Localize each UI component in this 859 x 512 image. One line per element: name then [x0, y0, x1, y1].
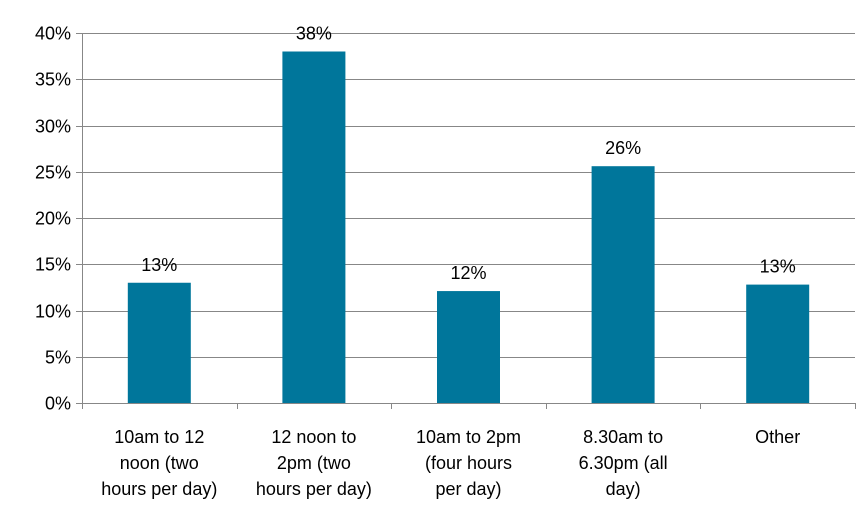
data-label: 26%	[605, 138, 641, 158]
x-category-label-line: (four hours	[425, 453, 512, 473]
data-label: 13%	[141, 255, 177, 275]
x-category-label-line: day)	[606, 479, 641, 499]
x-category-label: 10am to 2pm (four hours per day)	[416, 427, 521, 499]
data-label: 38%	[296, 24, 332, 44]
y-tick-label: 15%	[35, 255, 71, 275]
x-category-label: 10am to 12 noon (two hours per day)	[101, 427, 217, 499]
x-category-label-line: Other	[755, 427, 800, 447]
bars: 13% 38% 12% 26% 13%	[127, 24, 810, 403]
y-tick-label: 5%	[45, 348, 71, 368]
x-category-label-line: hours per day)	[101, 479, 217, 499]
bar	[437, 291, 500, 403]
y-axis: 0% 5% 10% 15% 20% 25% 30% 35% 40%	[35, 24, 83, 414]
x-category-label-line: 6.30pm (all	[579, 453, 668, 473]
y-tick-label: 35%	[35, 70, 71, 90]
x-category-label: 12 noon to 2pm (two hours per day)	[256, 427, 372, 499]
data-label: 13%	[760, 257, 796, 277]
x-category-label-line: 8.30am to	[583, 427, 663, 447]
x-category-label: Other	[755, 427, 800, 447]
gridlines	[82, 33, 855, 358]
y-tick-label: 20%	[35, 209, 71, 229]
y-tick-label: 25%	[35, 163, 71, 183]
data-label: 12%	[450, 263, 486, 283]
x-axis: 10am to 12 noon (two hours per day)12 noon…	[82, 403, 856, 499]
x-category-label-line: 10am to 2pm	[416, 427, 521, 447]
bar	[282, 51, 346, 403]
bar	[746, 284, 810, 403]
x-category-label-line: hours per day)	[256, 479, 372, 499]
x-category-label-line: noon (two	[120, 453, 199, 473]
y-tick-label: 0%	[45, 394, 71, 414]
y-tick-label: 10%	[35, 302, 71, 322]
y-tick-label: 40%	[35, 24, 71, 44]
x-category-label-line: per day)	[435, 479, 501, 499]
x-category-label-line: 10am to 12	[114, 427, 204, 447]
x-category-label-line: 2pm (two	[277, 453, 351, 473]
y-tick-label: 30%	[35, 117, 71, 137]
bar	[127, 282, 191, 403]
x-category-label-line: 12 noon to	[271, 427, 356, 447]
bar	[591, 166, 655, 403]
x-category-label: 8.30am to 6.30pm (all day)	[579, 427, 668, 499]
